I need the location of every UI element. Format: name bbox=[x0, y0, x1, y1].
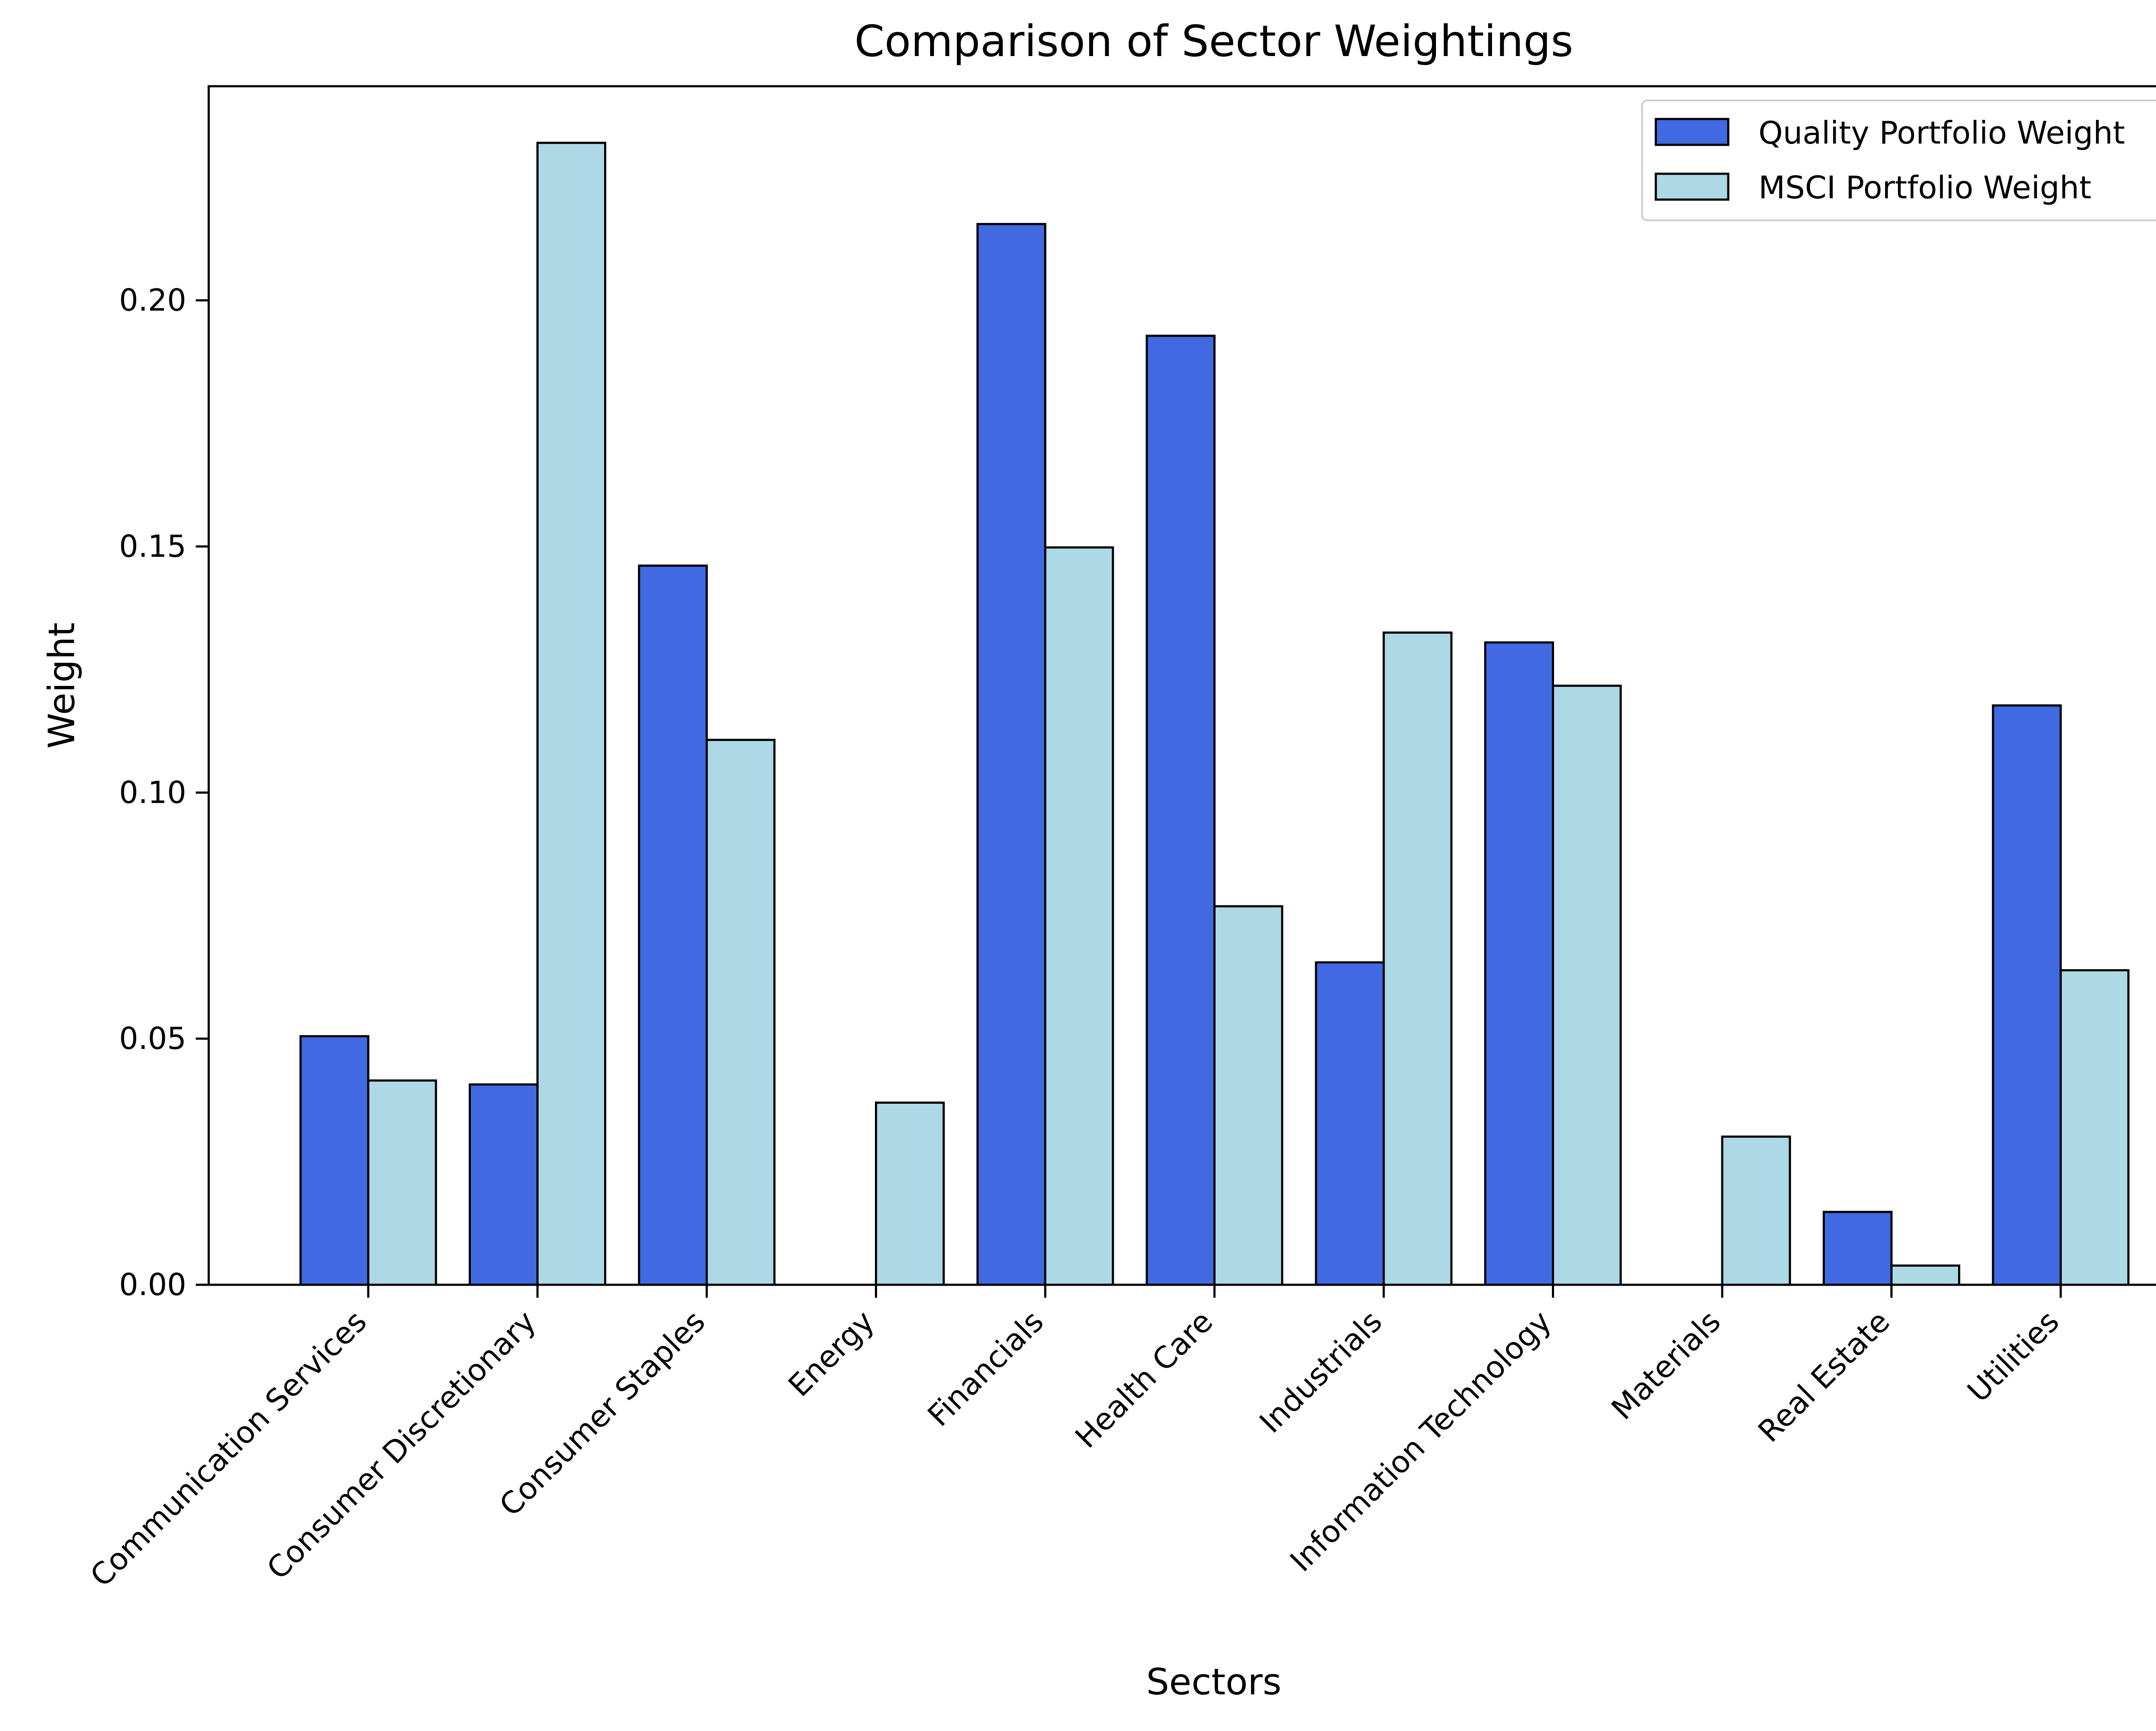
bar-series-0-3 bbox=[638, 564, 708, 1286]
bar-series-0-8 bbox=[1484, 641, 1554, 1286]
x-axis-label: Sectors bbox=[1146, 1661, 1282, 1703]
y-axis-label: Weight bbox=[41, 623, 83, 749]
bar-series-1-1 bbox=[367, 1079, 437, 1286]
bars-layer bbox=[299, 141, 2130, 1286]
bar-series-1-11 bbox=[2059, 969, 2130, 1286]
chart-title: Comparison of Sector Weightings bbox=[854, 16, 1573, 66]
legend-box bbox=[1641, 100, 2156, 221]
bar-series-0-10 bbox=[1823, 1211, 1893, 1286]
y-axis: 0.00 0.05 0.10 0.15 0.20 bbox=[119, 283, 209, 1302]
bar-series-0-2 bbox=[469, 1083, 539, 1286]
bar-series-1-2 bbox=[536, 141, 606, 1286]
bar-series-1-6 bbox=[1213, 905, 1283, 1286]
bar-series-1-7 bbox=[1382, 631, 1453, 1286]
y-tick-label: 0.20 bbox=[119, 283, 186, 318]
bar-series-1-10 bbox=[1890, 1264, 1960, 1286]
bar-series-1-5 bbox=[1044, 546, 1114, 1286]
legend-label-msci: MSCI Portfolio Weight bbox=[1758, 169, 2091, 206]
y-tick-label: 0.10 bbox=[119, 775, 186, 810]
bar-series-1-9 bbox=[1721, 1135, 1791, 1286]
bar-series-1-3 bbox=[705, 739, 776, 1286]
bar-series-0-5 bbox=[976, 223, 1047, 1286]
bar-series-0-11 bbox=[1992, 704, 2062, 1286]
bar-series-0-6 bbox=[1146, 335, 1216, 1286]
plot-area-frame bbox=[207, 85, 2156, 1286]
y-tick-label: 0.00 bbox=[119, 1267, 186, 1302]
bar-series-0-7 bbox=[1315, 961, 1385, 1286]
y-tick-label: 0.05 bbox=[119, 1021, 186, 1056]
legend-swatch-msci bbox=[1655, 172, 1730, 201]
bar-series-1-4 bbox=[875, 1102, 945, 1286]
y-tick-label: 0.15 bbox=[119, 529, 186, 564]
legend-label-quality: Quality Portfolio Weight bbox=[1758, 115, 2125, 151]
legend: Quality Portfolio Weight MSCI Portfolio … bbox=[1641, 100, 2156, 221]
bar-series-0-1 bbox=[299, 1035, 370, 1286]
bar-series-1-8 bbox=[1552, 685, 1622, 1286]
legend-swatch-quality bbox=[1655, 118, 1730, 146]
